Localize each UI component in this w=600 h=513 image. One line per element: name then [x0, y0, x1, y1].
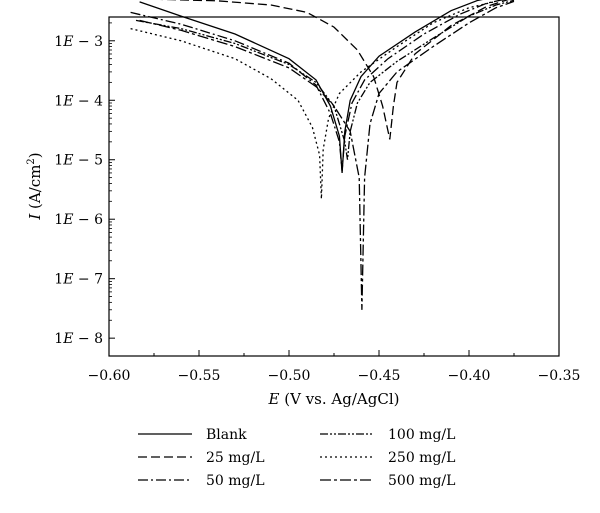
legend-label: 500 mg/L — [388, 473, 455, 489]
series-line-500-mg-l — [139, 0, 515, 310]
x-tick-label: −0.60 — [88, 368, 131, 384]
y-tick-label: 1E − 3 — [54, 34, 103, 50]
x-axis-label-symbol: E — [268, 390, 280, 408]
curves-group — [130, 0, 515, 310]
legend-label: 100 mg/L — [388, 427, 455, 443]
series-line-25-mg-l — [159, 0, 509, 140]
y-axis-label-superscript: 2 — [26, 158, 37, 164]
y-axis-label-symbol: I — [26, 213, 44, 221]
legend: Blank 25 mg/L 50 mg/L 100 mg/L 250 mg/L 500 m… — [138, 427, 455, 489]
y-tick-label: 1E − 6 — [54, 212, 103, 228]
x-tick-label: −0.35 — [538, 368, 581, 384]
x-tick-label: −0.40 — [448, 368, 491, 384]
series-line-250-mg-l — [130, 0, 497, 199]
y-axis-label: I (A/cm2) — [26, 152, 44, 220]
y-tick-label: 1E − 4 — [54, 93, 103, 109]
x-axis-label-units: (V vs. Ag/AgCl) — [279, 390, 399, 408]
x-tick-label: −0.50 — [268, 368, 311, 384]
legend-label: 25 mg/L — [206, 450, 265, 466]
y-tick-label: 1E − 5 — [54, 153, 103, 169]
y-tick-label: 1E − 8 — [54, 331, 103, 347]
legend-label: Blank — [206, 427, 247, 443]
y-axis-label-close: ) — [26, 152, 44, 158]
legend-label: 250 mg/L — [388, 450, 455, 466]
series-line-100-mg-l — [135, 0, 515, 160]
y-axis-label-units: (A/cm — [26, 165, 44, 214]
legend-label: 50 mg/L — [206, 473, 265, 489]
x-tick-label: −0.45 — [358, 368, 401, 384]
x-axis-label: E (V vs. Ag/AgCl) — [268, 390, 400, 408]
plot-frame — [108, 16, 560, 357]
x-tick-label: −0.55 — [178, 368, 221, 384]
y-axis: 1E − 3 1E − 4 1E − 5 1E − 6 1E − 7 1E − 8 — [54, 22, 115, 347]
x-axis: −0.60 −0.55 −0.50 −0.45 −0.40 −0.35 — [88, 350, 581, 384]
y-tick-label: 1E − 7 — [54, 272, 103, 288]
series-line-50-mg-l — [130, 0, 505, 171]
